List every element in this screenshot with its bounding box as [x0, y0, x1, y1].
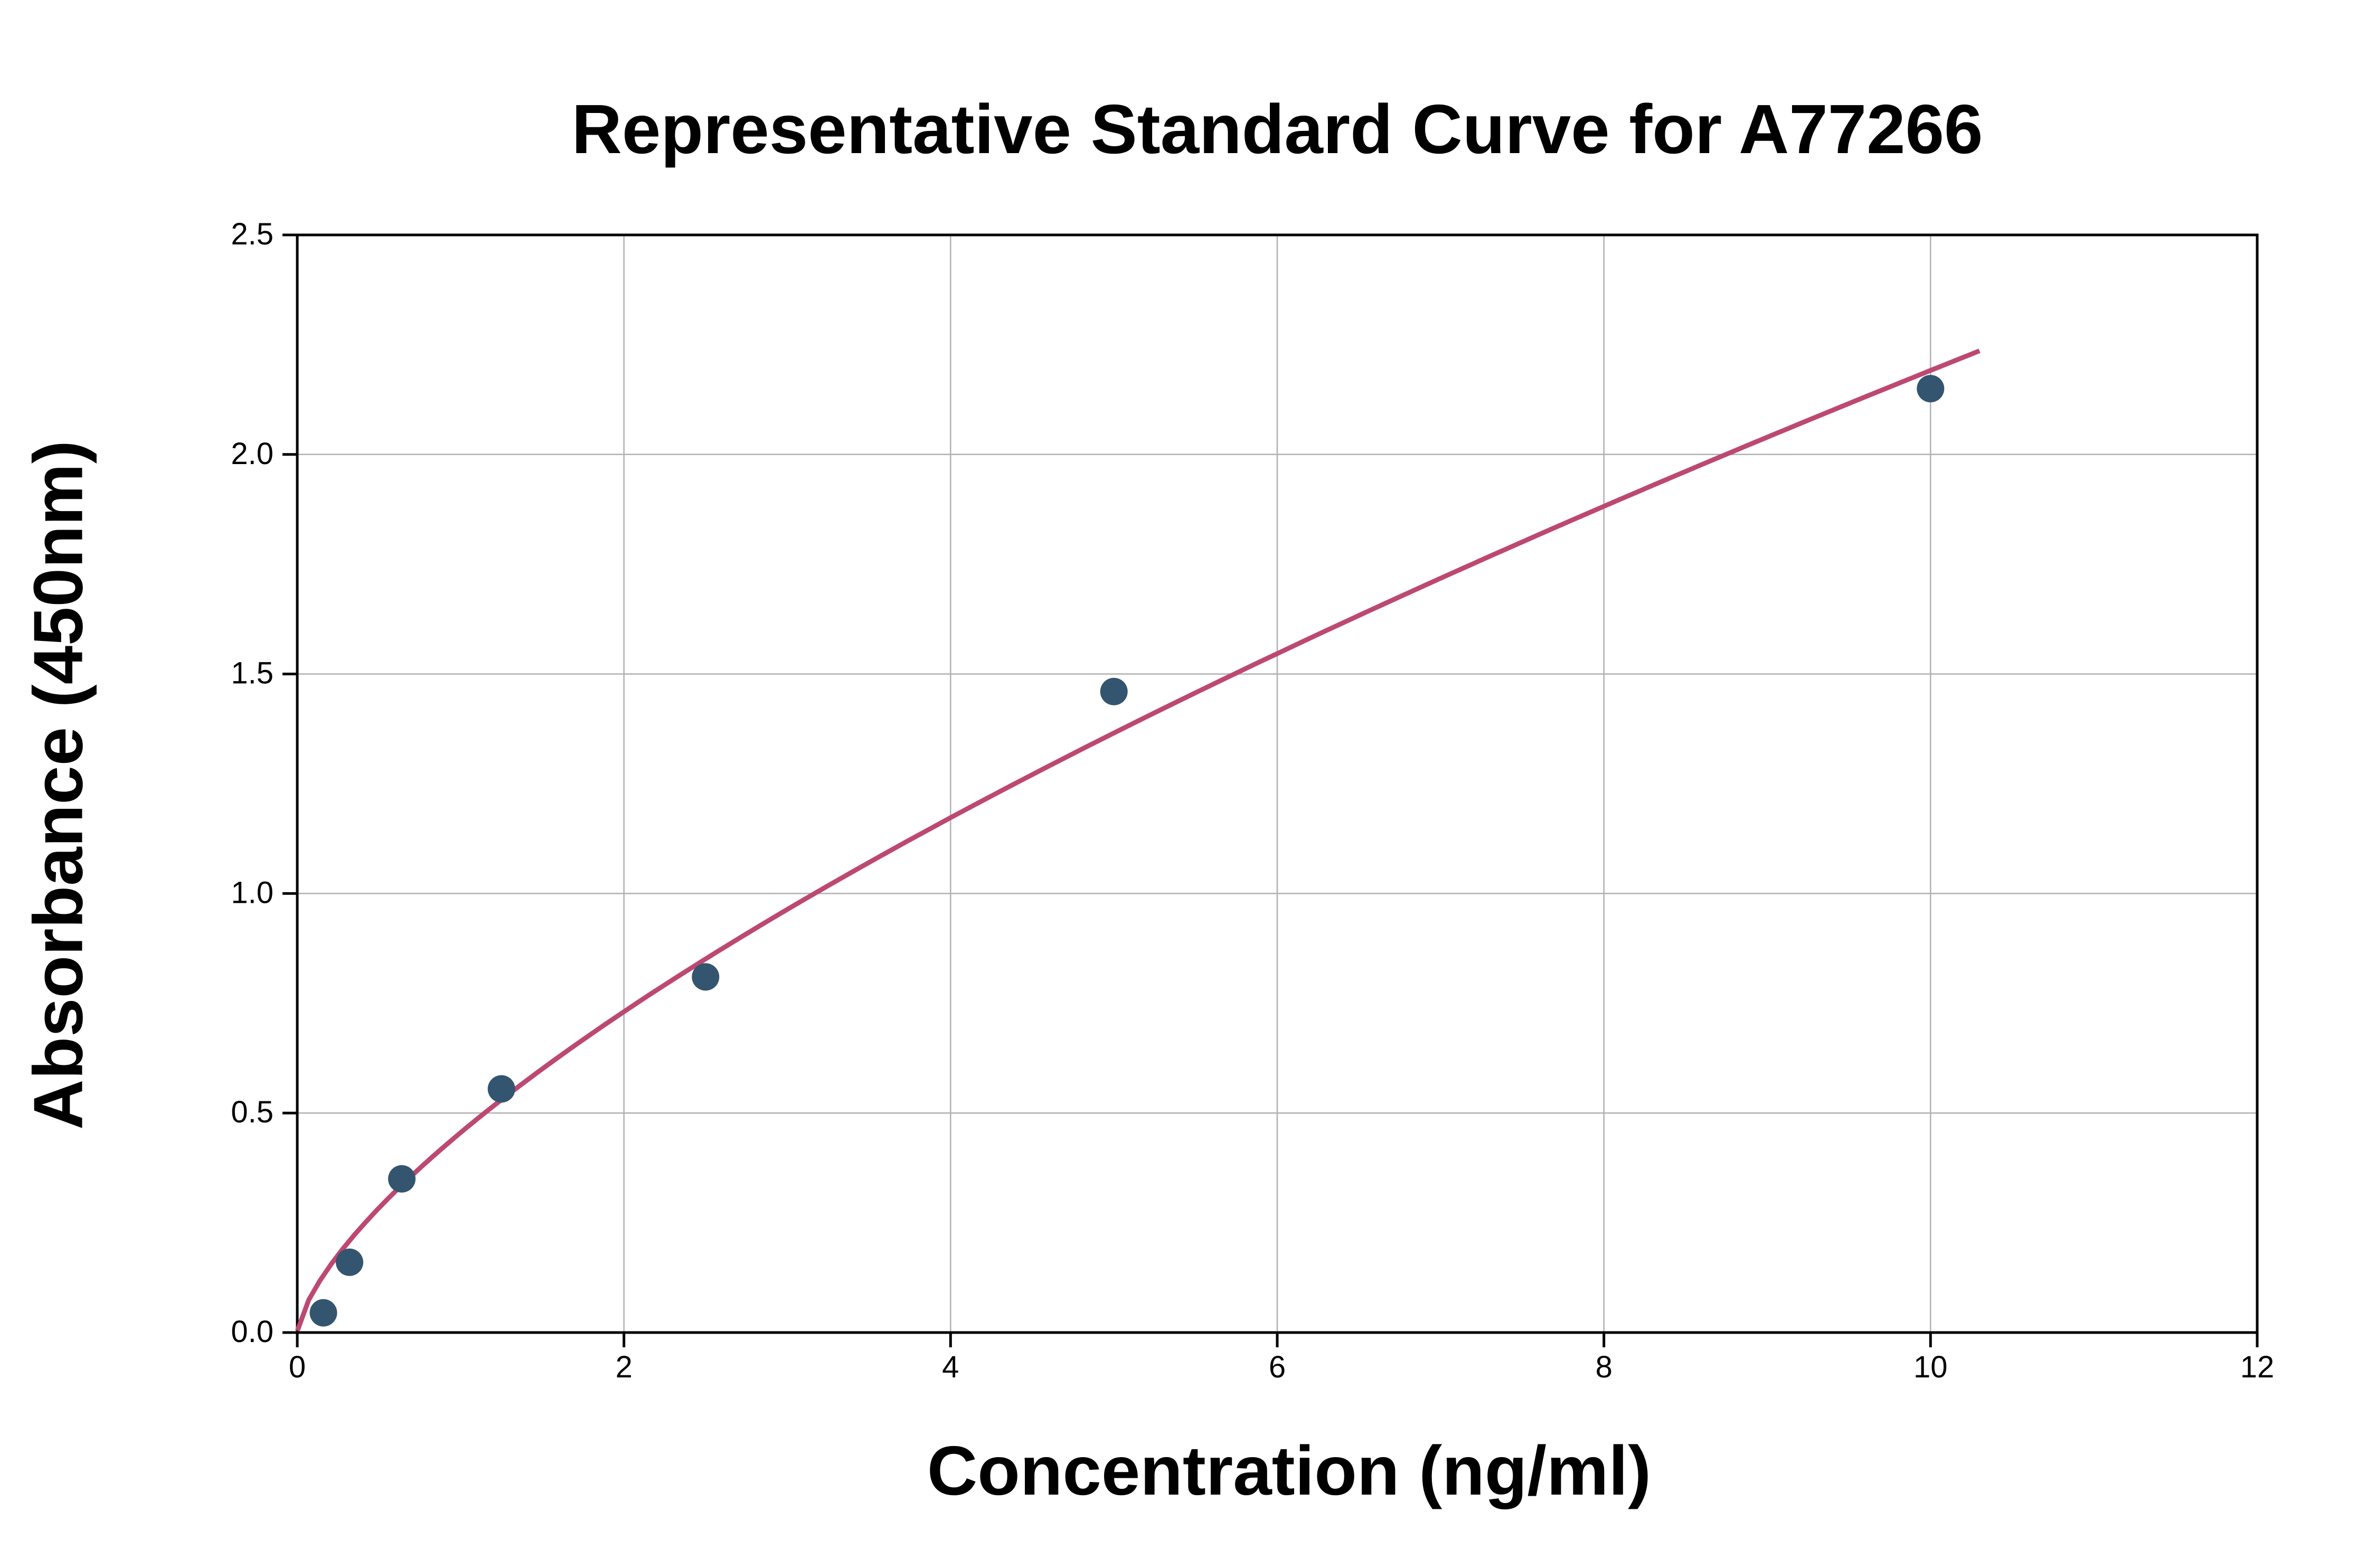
svg-text:2.5: 2.5 — [231, 217, 274, 251]
svg-text:8: 8 — [1596, 1350, 1613, 1384]
svg-text:12: 12 — [2240, 1350, 2275, 1384]
svg-text:1.0: 1.0 — [231, 875, 274, 910]
svg-text:4: 4 — [942, 1350, 959, 1384]
svg-text:6: 6 — [1269, 1350, 1286, 1384]
svg-text:0.5: 0.5 — [231, 1095, 274, 1129]
svg-text:0.0: 0.0 — [231, 1315, 274, 1349]
svg-text:10: 10 — [1913, 1350, 1948, 1384]
svg-text:2: 2 — [616, 1350, 633, 1384]
svg-text:1.5: 1.5 — [231, 656, 274, 691]
svg-text:0: 0 — [289, 1350, 306, 1384]
svg-text:2.0: 2.0 — [231, 437, 274, 471]
